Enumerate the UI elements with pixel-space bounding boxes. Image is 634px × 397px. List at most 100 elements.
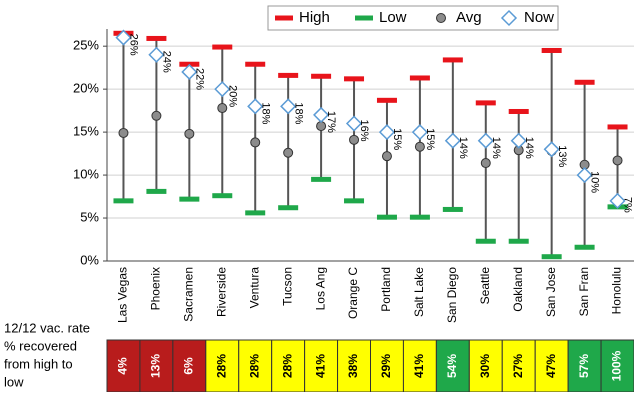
now-label: 10% [589,171,601,193]
avg-mark [217,103,228,114]
low-mark [442,206,463,212]
now-label: 16% [358,120,370,142]
x-tick-label: Ventura [247,267,261,309]
low-mark [113,198,134,204]
legend-swatch [275,15,293,21]
now-mark [345,115,363,132]
table-cell [106,339,141,393]
now-label: 15% [391,128,403,150]
cell-text: 41% [412,354,426,378]
cell-text: 38% [346,354,360,378]
high-mark [146,35,167,41]
cell-text: 13% [149,354,163,378]
cell-text: 100% [610,350,624,381]
x-tick-label: San Fran [577,267,591,316]
now-label: 14% [490,137,502,159]
now-mark [214,81,231,98]
legend-label: Now [524,9,554,26]
now-label: 26% [128,34,140,56]
x-tick-label: Portland [379,267,393,312]
table-cell [238,339,273,393]
now-label: 18% [259,102,271,124]
x-tick-label: Sacramen [182,267,196,322]
now-label: 18% [292,102,304,124]
now-label: 13% [556,145,568,167]
now-mark [444,132,461,149]
avg-mark [480,158,491,169]
avg-mark [184,128,195,139]
x-tick-label: Riverside [214,267,228,317]
high-mark [311,73,332,79]
x-tick-label: San Jose [544,267,558,317]
y-tick-label: 10% [73,167,99,182]
legend-swatch [500,9,518,27]
now-label: 24% [161,51,173,73]
low-mark [376,214,397,220]
avg-mark [381,151,392,162]
x-tick-label: Seattle [478,267,492,305]
now-label: 20% [226,85,238,107]
x-tick-label: Honolulu [610,267,624,314]
cell-text: 4% [116,357,130,375]
row-label: 12/12 vac. rate [4,320,90,335]
now-label: 22% [193,68,205,90]
high-mark [508,108,529,114]
now-mark [181,63,198,81]
high-mark [475,100,496,106]
x-tick-label: Orange C [346,267,360,319]
now-mark [411,124,428,141]
low-mark [475,238,496,244]
legend-swatch [355,15,373,21]
y-tick-label: 5% [80,209,99,224]
cell-text: 28% [247,354,261,378]
legend-label: Avg [456,9,482,26]
low-mark [146,188,167,194]
high-mark [212,44,233,50]
low-mark [278,205,299,211]
now-mark [576,167,593,184]
low-mark [574,244,595,250]
cell-text: 47% [544,354,558,378]
cell-text: 28% [214,354,228,378]
table-cell [402,339,437,393]
high-mark [607,124,628,130]
row-label: low [4,374,24,389]
cell-text: 28% [280,354,294,378]
cell-text: 57% [577,354,591,378]
low-mark [179,196,200,202]
table-cell [567,339,602,393]
cell-text: 54% [445,354,459,378]
high-mark [574,79,595,85]
x-tick-label: San Diego [445,267,459,323]
avg-mark [612,155,623,166]
x-tick-label: Oakland [511,267,525,312]
now-label: 14% [457,137,469,159]
avg-mark [250,137,261,148]
now-mark [115,29,132,46]
high-mark [442,57,463,63]
high-mark [409,75,430,81]
now-label: 17% [325,111,337,133]
table-cell [304,339,339,393]
row-label: from high to [4,356,73,371]
y-tick-label: 15% [73,124,99,139]
now-label: 7% [622,197,634,213]
y-tick-label: 25% [73,38,99,53]
legend-label: High [299,9,330,26]
now-mark [609,192,626,209]
legend-label: Low [379,9,407,26]
avg-mark [414,141,425,152]
now-mark [543,141,560,158]
high-mark [245,61,266,67]
y-tick-label: 20% [73,81,99,96]
low-mark [541,254,562,260]
avg-mark [349,134,360,145]
low-mark [344,198,365,204]
table-cell [370,339,404,393]
row-label: % recovered [4,338,77,353]
now-label: 14% [523,137,535,159]
avg-mark [151,110,162,121]
high-mark [278,72,299,78]
x-tick-label: Tucson [280,267,294,306]
y-tick-label: 0% [80,252,99,267]
